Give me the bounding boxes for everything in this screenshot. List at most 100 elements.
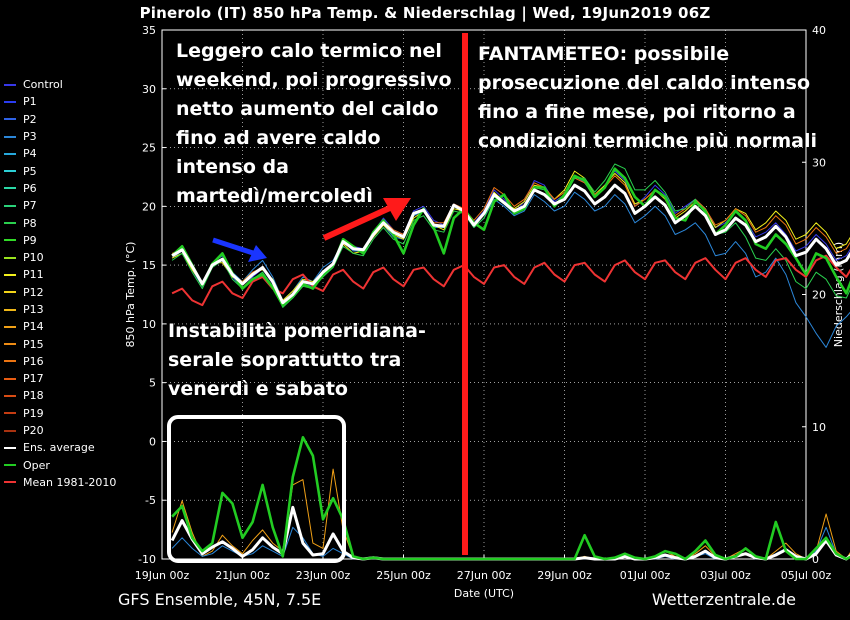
highlight-box <box>167 415 346 563</box>
legend-swatch <box>4 83 16 86</box>
chart-title: Pinerolo (IT) 850 hPa Temp. & Niederschl… <box>139 4 711 22</box>
y2-tick-label: 40 <box>812 24 826 37</box>
legend-swatch <box>4 343 16 346</box>
legend-swatch <box>4 239 16 242</box>
legend-label: P11 <box>23 268 44 282</box>
x-tick-label: 19Jun 00z <box>135 569 190 582</box>
blue-arrow-shaft <box>212 237 254 256</box>
y-tick-label: 0 <box>149 435 156 448</box>
legend-label: P8 <box>23 216 37 230</box>
legend-item: P8 <box>4 214 134 231</box>
legend-item: P2 <box>4 111 134 128</box>
legend-item: Ens. average <box>4 439 134 456</box>
x-tick-label: 05Jul 00z <box>781 569 832 582</box>
legend-swatch <box>4 464 16 467</box>
y-tick-label: 10 <box>142 318 156 331</box>
legend-item: P15 <box>4 335 134 352</box>
legend-swatch <box>4 152 16 155</box>
annotation-top-left: Leggero calo termico nel weekend, poi pr… <box>176 40 452 207</box>
legend-swatch <box>4 100 16 103</box>
y2-tick-label: 20 <box>812 289 826 302</box>
red-arrow-shaft <box>322 204 394 241</box>
y-tick-label: 25 <box>142 142 156 155</box>
legend-label: Control <box>23 78 63 92</box>
legend-swatch <box>4 204 16 207</box>
y-tick-label: 35 <box>142 24 156 37</box>
legend-label: P20 <box>23 424 44 438</box>
legend-item: P3 <box>4 128 134 145</box>
x-tick-label: 25Jun 00z <box>376 569 431 582</box>
blue-arrow-head <box>248 245 267 262</box>
legend-label: P2 <box>23 112 37 126</box>
legend-item: P20 <box>4 422 134 439</box>
legend-swatch <box>4 394 16 397</box>
y2-tick-label: 10 <box>812 421 826 434</box>
legend-label: P7 <box>23 199 37 213</box>
y-axis-label: 850 hPa Temp. (°C) <box>124 242 137 348</box>
legend-item: Control <box>4 76 134 93</box>
legend-swatch <box>4 377 16 380</box>
legend-swatch <box>4 291 16 294</box>
legend-swatch <box>4 222 16 225</box>
legend-swatch <box>4 308 16 311</box>
legend-label: P14 <box>23 320 44 334</box>
legend-item: P5 <box>4 162 134 179</box>
red-arrow-head <box>383 198 411 221</box>
y-tick-label: 30 <box>142 83 156 96</box>
series-line-ens-average <box>171 183 850 305</box>
annotation-top-right: FANTAMETEO: possibile prosecuzione del c… <box>478 43 818 152</box>
legend-swatch <box>4 325 16 328</box>
legend-swatch <box>4 412 16 415</box>
legend-item: P1 <box>4 93 134 110</box>
y-tick-label: -5 <box>145 494 156 507</box>
x-tick-label: 01Jul 00z <box>620 569 671 582</box>
legend-swatch <box>4 170 16 173</box>
series-line-oper <box>171 167 850 307</box>
legend-label: Oper <box>23 458 50 472</box>
legend-label: P3 <box>23 130 37 144</box>
x-tick-label: 27Jun 00z <box>457 569 512 582</box>
legend-item: P9 <box>4 232 134 249</box>
y2-tick-label: 0 <box>812 553 819 566</box>
legend-swatch <box>4 118 16 121</box>
legend-item: P19 <box>4 405 134 422</box>
legend-item: P17 <box>4 370 134 387</box>
legend-label: P5 <box>23 164 37 178</box>
annotation-bottom-left: Instabilità pomeridiana-serale soprattut… <box>168 320 426 400</box>
series-line-oper-precip <box>171 435 850 561</box>
legend-item: P14 <box>4 318 134 335</box>
legend-swatch <box>4 273 16 276</box>
legend-label: P1 <box>23 95 37 109</box>
legend-label: P17 <box>23 372 44 386</box>
legend-item: P18 <box>4 387 134 404</box>
legend-item: P10 <box>4 249 134 266</box>
legend-label: P18 <box>23 389 44 403</box>
legend-label: P9 <box>23 233 37 247</box>
legend-label: P4 <box>23 147 37 161</box>
legend-swatch <box>4 360 16 363</box>
legend-swatch <box>4 481 16 484</box>
legend-item: P13 <box>4 301 134 318</box>
legend-item: P11 <box>4 266 134 283</box>
legend-label: Ens. average <box>23 441 95 455</box>
footer-model: GFS Ensemble, 45N, 7.5E <box>118 590 322 609</box>
legend-item: P7 <box>4 197 134 214</box>
legend-label: P19 <box>23 406 44 420</box>
legend-swatch <box>4 135 16 138</box>
legend-item: P12 <box>4 284 134 301</box>
legend-label: P10 <box>23 251 44 265</box>
legend-item: Oper <box>4 457 134 474</box>
legend-label: P12 <box>23 285 44 299</box>
y-tick-label: 20 <box>142 200 156 213</box>
x-tick-label: 23Jun 00z <box>296 569 351 582</box>
y-tick-label: -10 <box>138 553 156 566</box>
series-line-p3-precip <box>171 526 850 560</box>
legend-label: P15 <box>23 337 44 351</box>
series-line-p14-precip <box>171 468 850 560</box>
legend-item: Mean 1981-2010 <box>4 474 134 491</box>
legend-item: P4 <box>4 145 134 162</box>
y-tick-label: 15 <box>142 259 156 272</box>
footer-source: Wetterzentrale.de <box>651 590 796 609</box>
